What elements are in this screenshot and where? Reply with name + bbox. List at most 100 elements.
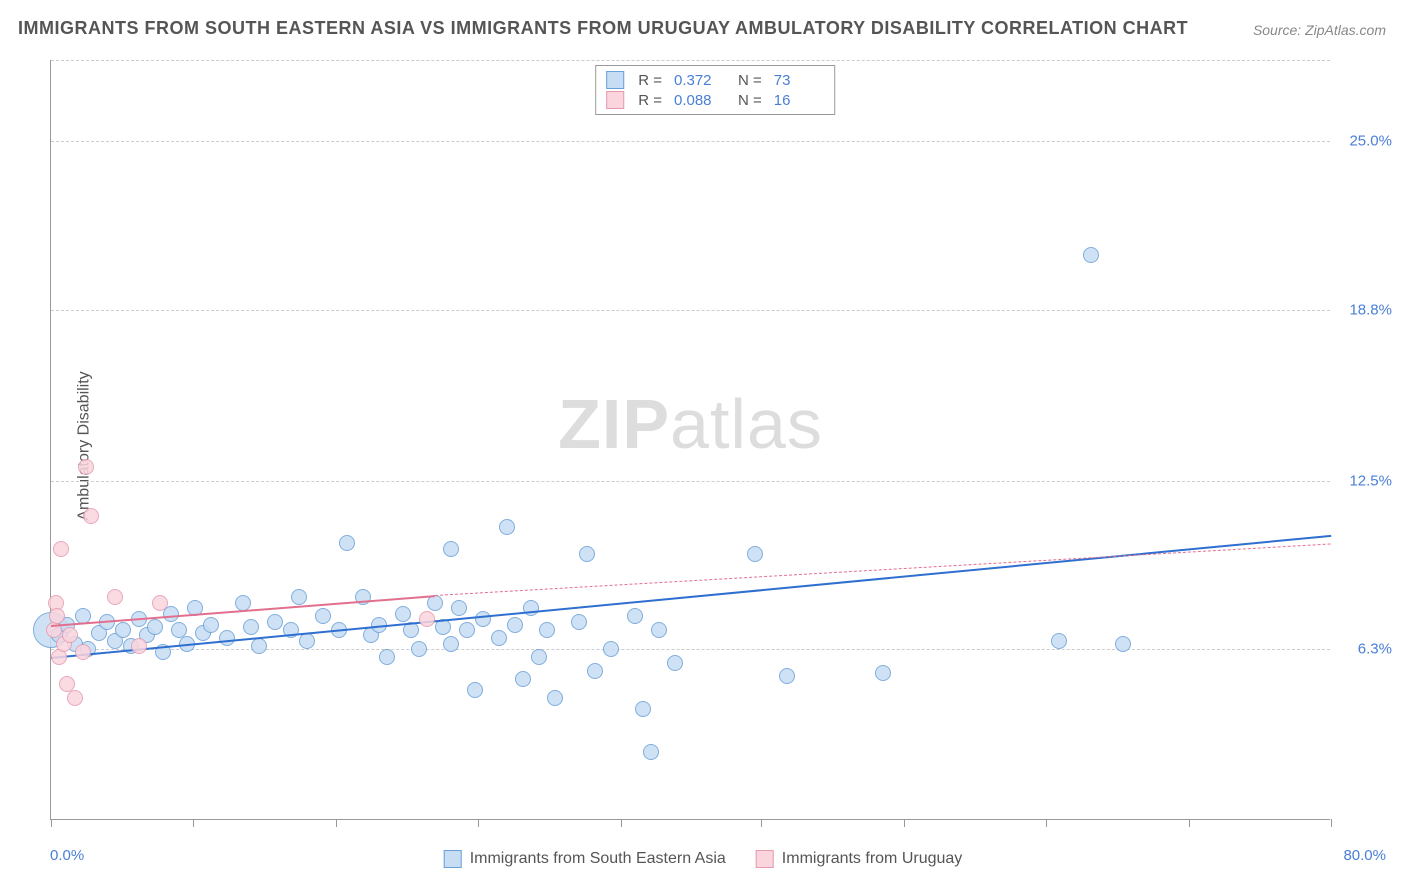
data-point [523,600,539,616]
legend-swatch [756,850,774,868]
data-point [667,655,683,671]
data-point [875,665,891,681]
x-tick [1189,819,1190,827]
legend-label: Immigrants from Uruguay [782,850,963,868]
data-point [107,589,123,605]
data-point [547,690,563,706]
source-label: Source: ZipAtlas.com [1253,22,1386,38]
data-point [115,622,131,638]
trend-line [435,543,1331,596]
data-point [491,630,507,646]
data-point [571,614,587,630]
legend-correlation: R = 0.372 N = 73 R = 0.088 N = 16 [595,65,835,115]
data-point [395,606,411,622]
data-point [459,622,475,638]
data-point [451,600,467,616]
data-point [507,617,523,633]
legend-n-label: N = [738,92,762,109]
y-tick-label: 12.5% [1349,472,1392,489]
legend-r-label: R = [638,92,662,109]
data-point [235,595,251,611]
gridline [51,481,1330,482]
data-point [1115,636,1131,652]
legend-n-value: 73 [774,72,824,89]
data-point [147,619,163,635]
data-point [443,541,459,557]
data-point [1083,247,1099,263]
gridline [51,141,1330,142]
data-point [411,641,427,657]
chart-title: IMMIGRANTS FROM SOUTH EASTERN ASIA VS IM… [18,18,1188,39]
data-point [443,636,459,652]
data-point [539,622,555,638]
x-axis-max-label: 80.0% [1343,847,1386,864]
data-point [78,459,94,475]
legend-n-value: 16 [774,92,824,109]
data-point [219,630,235,646]
plot-area: ZIPatlas 6.3%12.5%18.8%25.0% [50,60,1330,820]
gridline [51,60,1330,61]
legend-r-value: 0.088 [674,92,724,109]
y-tick-label: 18.8% [1349,301,1392,318]
data-point [475,611,491,627]
data-point [131,638,147,654]
legend-swatch [606,71,624,89]
gridline [51,310,1330,311]
legend-swatch [606,91,624,109]
legend-r-label: R = [638,72,662,89]
data-point [587,663,603,679]
watermark: ZIPatlas [558,384,823,464]
data-point [83,508,99,524]
x-tick [1046,819,1047,827]
gridline [51,649,1330,650]
data-point [315,608,331,624]
data-point [467,682,483,698]
data-point [651,622,667,638]
data-point [251,638,267,654]
x-tick [478,819,479,827]
data-point [635,701,651,717]
x-tick [193,819,194,827]
data-point [1051,633,1067,649]
legend-item: Immigrants from South Eastern Asia [444,850,726,868]
data-point [747,546,763,562]
correlation-chart: IMMIGRANTS FROM SOUTH EASTERN ASIA VS IM… [0,0,1406,892]
data-point [267,614,283,630]
y-tick-label: 25.0% [1349,133,1392,150]
data-point [75,644,91,660]
legend-r-value: 0.372 [674,72,724,89]
legend-series: Immigrants from South Eastern Asia Immigr… [444,850,963,868]
data-point [299,633,315,649]
data-point [49,608,65,624]
x-tick [904,819,905,827]
data-point [53,541,69,557]
data-point [203,617,219,633]
data-point [499,519,515,535]
data-point [62,627,78,643]
data-point [152,595,168,611]
data-point [515,671,531,687]
x-axis-min-label: 0.0% [50,847,84,864]
data-point [627,608,643,624]
data-point [67,690,83,706]
legend-row: R = 0.088 N = 16 [606,90,824,110]
data-point [603,641,619,657]
x-tick [761,819,762,827]
data-point [51,649,67,665]
data-point [419,611,435,627]
data-point [531,649,547,665]
legend-row: R = 0.372 N = 73 [606,70,824,90]
data-point [779,668,795,684]
legend-item: Immigrants from Uruguay [756,850,963,868]
x-tick [621,819,622,827]
x-tick [51,819,52,827]
data-point [243,619,259,635]
legend-label: Immigrants from South Eastern Asia [470,850,726,868]
data-point [339,535,355,551]
data-point [579,546,595,562]
data-point [643,744,659,760]
x-tick [336,819,337,827]
legend-swatch [444,850,462,868]
data-point [379,649,395,665]
legend-n-label: N = [738,72,762,89]
